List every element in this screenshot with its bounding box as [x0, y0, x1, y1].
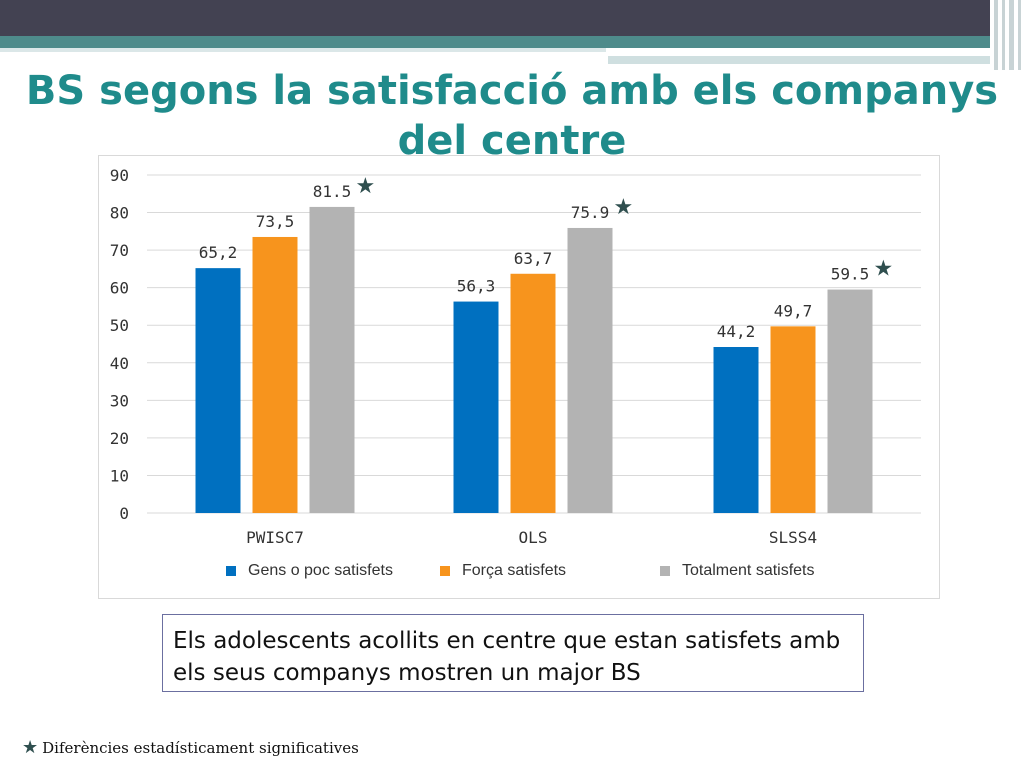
bar [827, 289, 873, 513]
star-icon: ★ [22, 737, 39, 758]
header-teal-band [0, 36, 990, 48]
bar [309, 206, 355, 513]
bar [195, 268, 241, 513]
bar-chart: 0 10 20 30 40 50 60 70 80 90 65,2 73,5 81.5 ★ PWISC7 56… [98, 155, 940, 599]
data-label: 75.9 [571, 203, 610, 222]
bar [713, 347, 759, 513]
bar [770, 326, 816, 513]
y-tick-label: 20 [110, 429, 129, 448]
legend-item-2: Força satisfets [440, 562, 566, 580]
data-label: 63,7 [514, 249, 553, 268]
y-tick-label: 60 [110, 279, 129, 298]
legend-item-1: Gens o poc satisfets [226, 562, 393, 580]
data-label: 59.5 [831, 265, 870, 284]
legend-label-2: Força satisfets [462, 562, 567, 579]
y-tick-label: 40 [110, 354, 129, 373]
footnote-text: Diferències estadísticament significativ… [42, 738, 359, 757]
slide-title: BS segons la satisfacció amb els company… [25, 68, 999, 164]
data-label: 44,2 [717, 322, 756, 341]
y-tick-label: 90 [110, 166, 129, 185]
footnote: ★ Diferències estadísticament significat… [22, 737, 359, 758]
conclusion-callout: Els adolescents acollits en centre que e… [162, 614, 864, 692]
x-category-label: OLS [519, 528, 548, 547]
bar [453, 301, 499, 513]
data-label: 56,3 [457, 277, 496, 296]
legend-swatch-2 [440, 566, 450, 576]
bar [252, 236, 298, 513]
x-category-label: PWISC7 [246, 528, 304, 547]
legend-swatch-3 [660, 566, 670, 576]
data-label: 73,5 [256, 212, 295, 231]
significance-star-icon: ★ [614, 195, 634, 220]
bar [567, 227, 613, 513]
y-tick-label: 30 [110, 391, 129, 410]
bar [510, 273, 556, 513]
legend-item-3: Totalment satisfets [660, 562, 815, 580]
header-light-line [0, 48, 606, 52]
y-tick-label: 70 [110, 241, 129, 260]
legend-label-3: Totalment satisfets [682, 562, 815, 579]
data-label: 81.5 [313, 182, 352, 201]
chart-legend: Gens o poc satisfets Força satisfets Tot… [0, 562, 1024, 586]
y-tick-label: 80 [110, 204, 129, 223]
data-label: 65,2 [199, 243, 238, 262]
significance-star-icon: ★ [874, 257, 894, 282]
data-label: 49,7 [774, 301, 813, 320]
x-category-label: SLSS4 [769, 528, 817, 547]
significance-star-icon: ★ [356, 174, 376, 199]
legend-label-1: Gens o poc satisfets [248, 562, 393, 579]
y-tick-label: 10 [110, 466, 129, 485]
header-light-line-right [608, 56, 990, 64]
header-stripes [992, 0, 1024, 70]
legend-swatch-1 [226, 566, 236, 576]
y-tick-label: 0 [119, 504, 129, 523]
header-dark-band [0, 0, 990, 36]
y-tick-label: 50 [110, 316, 129, 335]
